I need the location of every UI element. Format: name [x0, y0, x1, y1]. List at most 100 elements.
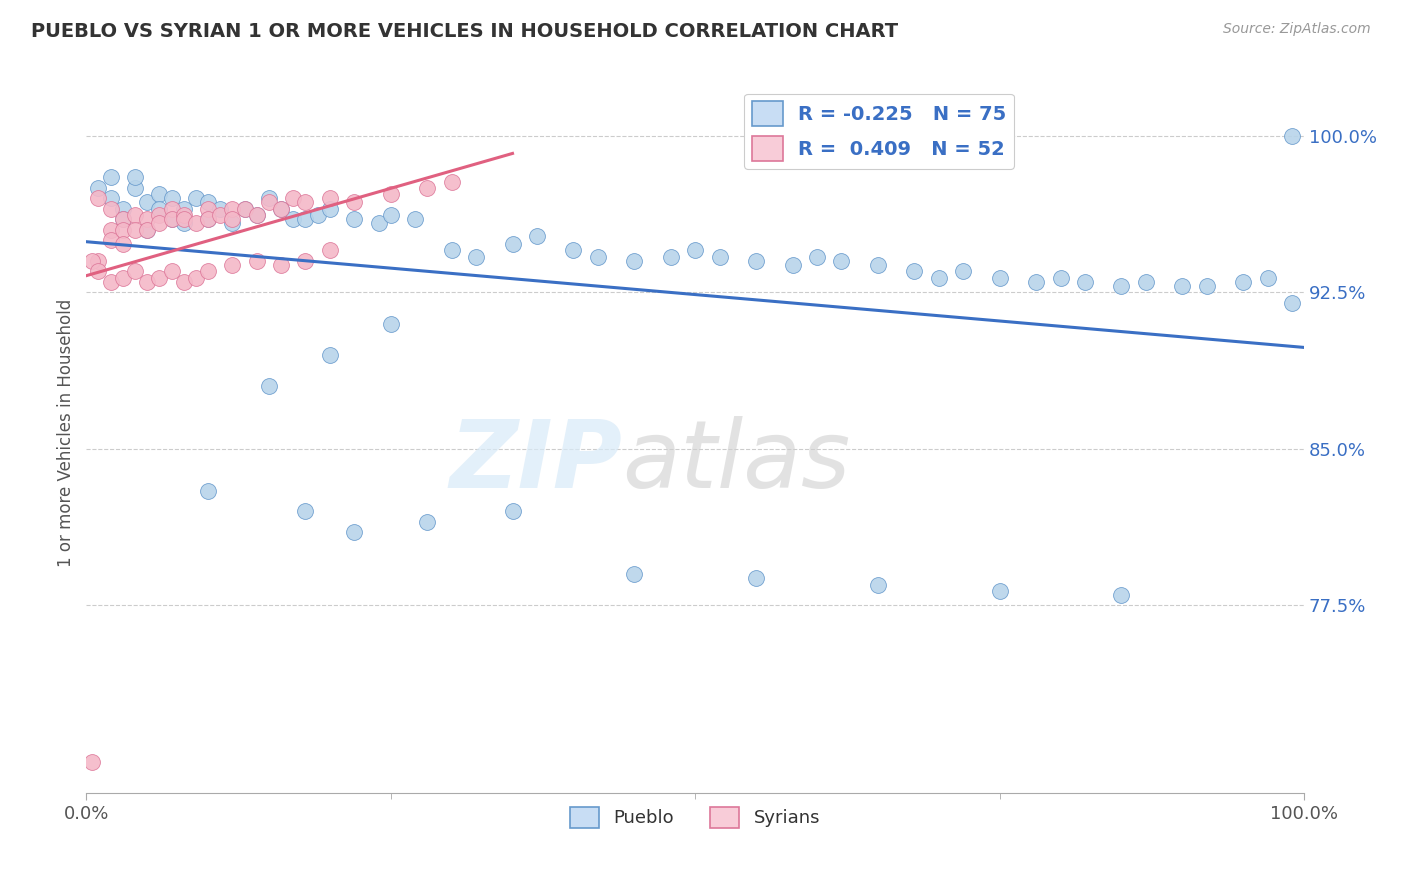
Point: [745, 571, 768, 585]
Point: [782, 258, 804, 272]
Point: [82, 253, 104, 268]
Point: [928, 270, 950, 285]
Point: [233, 202, 256, 216]
Point: [111, 270, 134, 285]
Point: [197, 202, 219, 216]
Point: [257, 195, 280, 210]
Point: [111, 202, 134, 216]
Point: [173, 202, 195, 216]
Point: [221, 258, 243, 272]
Point: [526, 228, 548, 243]
Point: [270, 202, 292, 216]
Point: [404, 212, 426, 227]
Point: [111, 222, 134, 236]
Point: [197, 264, 219, 278]
Point: [709, 250, 731, 264]
Point: [1232, 275, 1254, 289]
Point: [100, 191, 122, 205]
Point: [988, 270, 1011, 285]
Point: [830, 253, 852, 268]
Point: [100, 233, 122, 247]
Point: [136, 212, 159, 227]
Point: [160, 212, 183, 227]
Point: [124, 222, 146, 236]
Point: [82, 755, 104, 769]
Point: [100, 222, 122, 236]
Point: [257, 379, 280, 393]
Point: [903, 264, 925, 278]
Point: [1049, 270, 1071, 285]
Point: [148, 202, 170, 216]
Text: PUEBLO VS SYRIAN 1 OR MORE VEHICLES IN HOUSEHOLD CORRELATION CHART: PUEBLO VS SYRIAN 1 OR MORE VEHICLES IN H…: [31, 22, 898, 41]
Point: [319, 202, 342, 216]
Point: [111, 212, 134, 227]
Point: [866, 258, 889, 272]
Point: [100, 275, 122, 289]
Point: [233, 202, 256, 216]
Point: [160, 202, 183, 216]
Point: [367, 216, 389, 230]
Point: [1281, 295, 1303, 310]
Point: [87, 181, 110, 195]
Point: [124, 208, 146, 222]
Point: [416, 515, 439, 529]
Point: [136, 222, 159, 236]
Point: [1025, 275, 1047, 289]
Point: [1135, 275, 1157, 289]
Point: [197, 212, 219, 227]
Point: [160, 191, 183, 205]
Point: [380, 317, 402, 331]
Point: [124, 170, 146, 185]
Point: [623, 253, 645, 268]
Point: [319, 244, 342, 258]
Point: [586, 250, 609, 264]
Legend: Pueblo, Syrians: Pueblo, Syrians: [562, 799, 827, 835]
Point: [197, 483, 219, 498]
Point: [380, 208, 402, 222]
Point: [343, 525, 366, 540]
Point: [502, 237, 524, 252]
Point: [87, 264, 110, 278]
Point: [124, 264, 146, 278]
Y-axis label: 1 or more Vehicles in Household: 1 or more Vehicles in Household: [58, 299, 75, 567]
Point: [100, 202, 122, 216]
Point: [294, 504, 316, 518]
Point: [659, 250, 682, 264]
Point: [124, 181, 146, 195]
Point: [148, 216, 170, 230]
Point: [1257, 270, 1279, 285]
Point: [270, 258, 292, 272]
Point: [380, 187, 402, 202]
Point: [209, 208, 232, 222]
Point: [1171, 279, 1194, 293]
Point: [221, 216, 243, 230]
Point: [1074, 275, 1097, 289]
Point: [246, 208, 269, 222]
Point: [184, 191, 207, 205]
Point: [148, 187, 170, 202]
Point: [111, 212, 134, 227]
Point: [173, 212, 195, 227]
Point: [257, 191, 280, 205]
Text: ZIP: ZIP: [450, 416, 621, 508]
Point: [1281, 128, 1303, 143]
Point: [209, 202, 232, 216]
Point: [562, 244, 585, 258]
Point: [283, 212, 305, 227]
Point: [221, 212, 243, 227]
Point: [270, 202, 292, 216]
Point: [307, 208, 329, 222]
Point: [416, 181, 439, 195]
Point: [136, 222, 159, 236]
Point: [440, 175, 463, 189]
Point: [465, 250, 488, 264]
Point: [343, 212, 366, 227]
Point: [197, 212, 219, 227]
Point: [184, 216, 207, 230]
Point: [343, 195, 366, 210]
Point: [866, 577, 889, 591]
Point: [745, 253, 768, 268]
Point: [294, 253, 316, 268]
Point: [623, 567, 645, 582]
Point: [148, 270, 170, 285]
